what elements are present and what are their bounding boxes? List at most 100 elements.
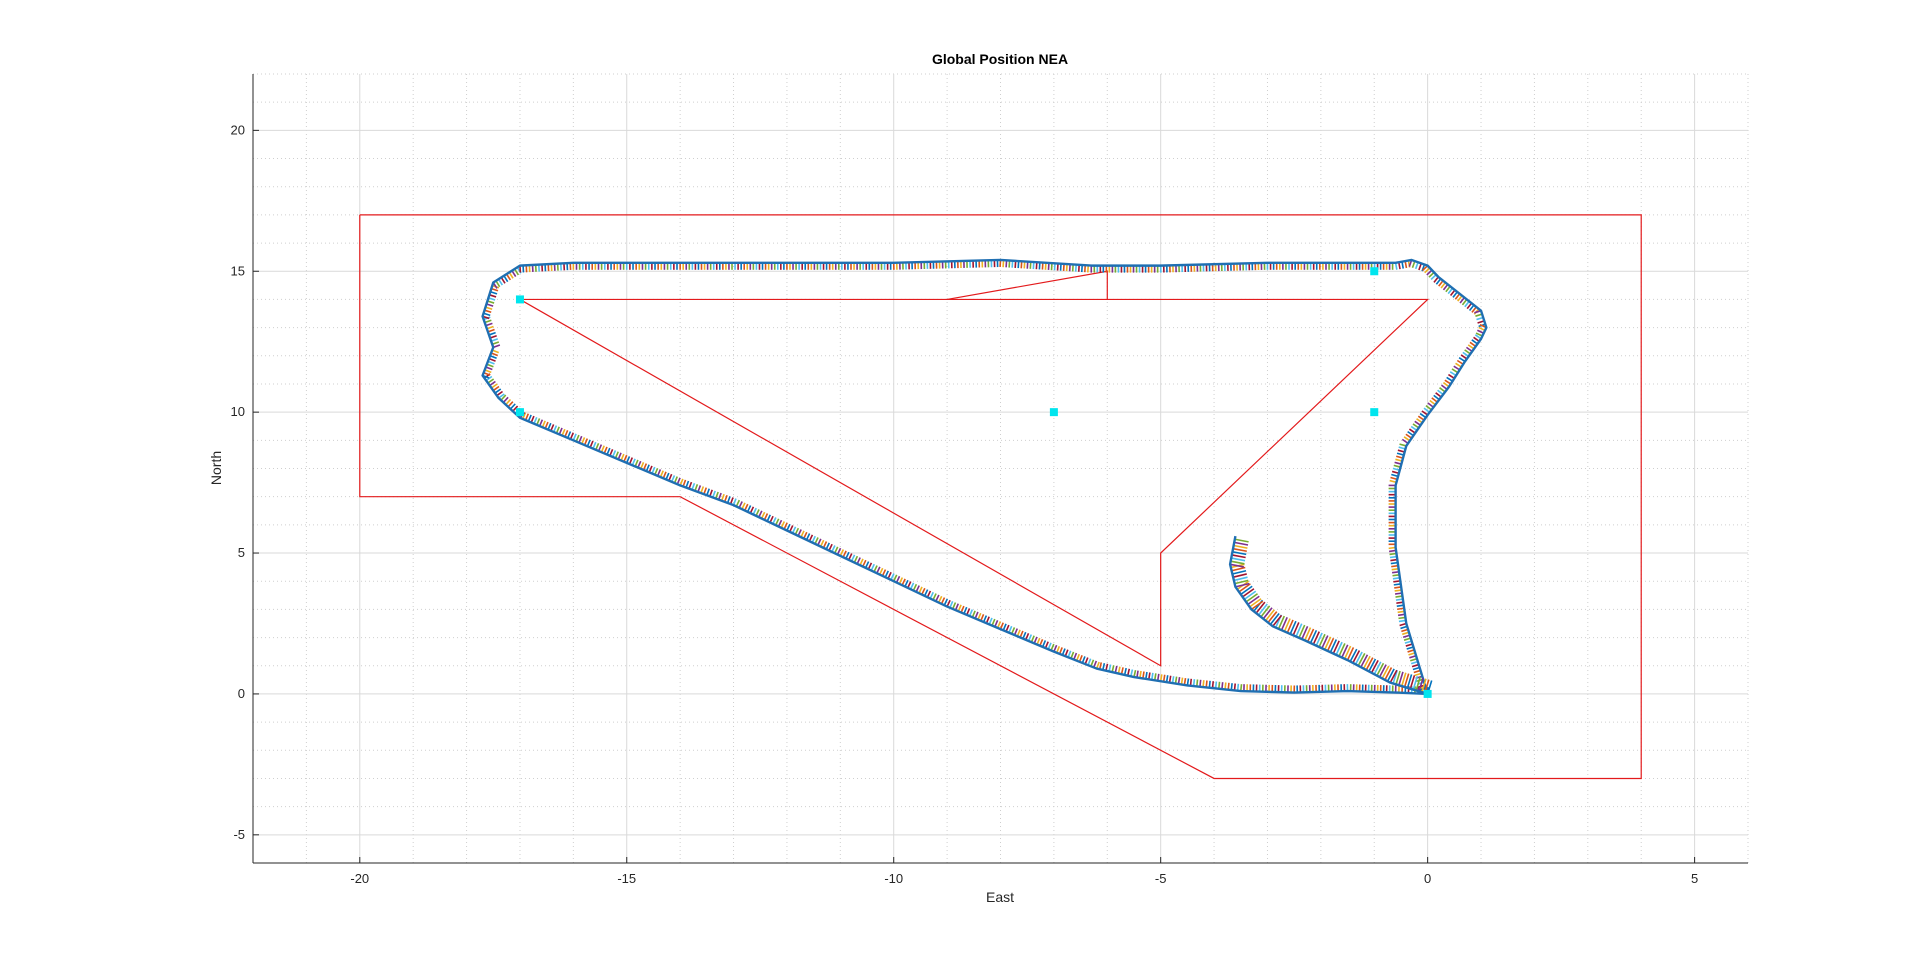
boundary-outer-line xyxy=(359,214,1642,780)
x-tick-label: -15 xyxy=(617,871,636,886)
axes-background xyxy=(253,74,1748,863)
trajectory-inner-hook-hatch xyxy=(1277,615,1285,630)
trajectory-inner-hook-hatch xyxy=(1384,667,1393,681)
y-tick-label: 5 xyxy=(238,545,245,560)
trajectory-inner-hook-hatch xyxy=(1292,622,1300,636)
trajectory-inner-hook-hatch xyxy=(1267,611,1278,624)
boundary-inner-line xyxy=(519,298,1430,667)
waypoint-marker xyxy=(1370,408,1379,417)
x-axis-label: East xyxy=(986,889,1014,905)
trajectory-inner-hook-hatch xyxy=(1329,639,1338,653)
trajectory-inner-hook-hatch xyxy=(1335,641,1343,656)
trajectory-inner-hook-hatch xyxy=(1409,675,1416,689)
trajectory-inner-hook-hatch xyxy=(1238,583,1251,593)
trajectory-inner-hook-hatch xyxy=(1231,557,1246,562)
trajectory-inner-hook-hatch xyxy=(1289,620,1297,635)
trajectory-inner-hook-hatch xyxy=(1326,637,1335,652)
trajectory-inner-hook-hatch xyxy=(1406,674,1413,689)
trajectory-inner-hook-hatch xyxy=(1312,631,1320,645)
trajectory-inner-hook-hatch xyxy=(1301,625,1309,640)
chart-title: Global Position NEA xyxy=(932,51,1068,67)
trajectory-inner-hook-hatch xyxy=(1349,648,1358,662)
trajectory-inner-hook-hatch xyxy=(1321,635,1329,649)
trajectory-inner-hook-hatch xyxy=(1318,633,1326,648)
plot-area[interactable]: -20 -15 -10 -5 0 5 -5 0 5 10 15 20 xyxy=(231,73,1749,886)
trajectory-inner-hook-hatch xyxy=(1265,609,1276,622)
trajectory-inner-hook-hatch xyxy=(1295,623,1303,637)
x-tick-label: 5 xyxy=(1691,871,1698,886)
y-tick-label: 0 xyxy=(238,686,245,701)
waypoint-marker xyxy=(1049,408,1058,417)
y-tick-label: -5 xyxy=(233,827,245,842)
trajectory-inner-hook-hatch xyxy=(1354,651,1363,665)
trajectory-inner-hook-hatch xyxy=(1357,652,1366,667)
trajectory-inner-hook-hatch xyxy=(1412,675,1419,690)
trajectory-inner-hook-hatch xyxy=(1233,576,1248,582)
trajectory-inner-hook-hatch xyxy=(1233,544,1248,549)
trajectory-inner-hook-hatch xyxy=(1324,636,1332,650)
trajectory-inner-hook-hatch xyxy=(1255,601,1266,614)
x-tick-label: -20 xyxy=(350,871,369,886)
trajectory-inner-hook-hatch xyxy=(1249,598,1262,608)
trajectory-inner-hook-hatch xyxy=(1338,643,1346,657)
trajectory-inner-hook-hatch xyxy=(1298,624,1306,639)
trajectory-inner-hook-hatch xyxy=(1341,644,1349,658)
trajectory-inner-hook-hatch xyxy=(1343,645,1352,660)
trajectory-inner-hook-hatch xyxy=(1332,640,1340,654)
y-tick-label: 10 xyxy=(231,404,245,419)
trajectory-inner-hook-hatch xyxy=(1389,669,1398,684)
trajectory-inner-hook-hatch xyxy=(1286,619,1294,634)
trajectory-inner-hook-hatch xyxy=(1360,654,1369,668)
trajectory-outer-loop-line xyxy=(481,258,1488,696)
trajectory-inner-hook-hatch xyxy=(1260,605,1271,618)
trajectory-inner-hook-hatch xyxy=(1280,617,1288,631)
trajectory-inner-hook-hatch xyxy=(1232,569,1247,575)
trajectory-inner-hook-hatch xyxy=(1272,614,1283,627)
trajectory-inner-hook-hatch xyxy=(1373,661,1382,675)
waypoint-marker xyxy=(515,408,524,417)
trajectory-inner-hook-hatch xyxy=(1247,595,1260,606)
trajectory-inner-hook-hatch xyxy=(1381,665,1390,679)
trajectory-inner-hook-hatch xyxy=(1234,579,1249,585)
trajectory-inner-hook-hatch xyxy=(1352,650,1361,664)
trajectory-inner-hook-hatch xyxy=(1250,600,1264,611)
trajectory-inner-hook-hatch xyxy=(1283,618,1291,632)
major-grid xyxy=(253,74,1748,863)
trajectory-inner-hook-hatch xyxy=(1309,629,1318,644)
trajectory-inner-hook-hatch xyxy=(1234,541,1249,546)
trajectory-inner-hook-hatch xyxy=(1418,677,1424,692)
trajectory-inner-hook-hatch xyxy=(1262,607,1273,620)
trajectory-inner-hook-hatch xyxy=(1421,678,1427,693)
trajectory-inner-hook-hatch xyxy=(1395,670,1401,685)
trajectory-inner-hook-hatch xyxy=(1231,566,1246,572)
trajectory-inner-hook-hatch xyxy=(1415,676,1421,691)
trajectory-inner-hook-hatch xyxy=(1403,673,1410,688)
waypoint-marker xyxy=(1370,267,1379,276)
x-tick-label: -10 xyxy=(884,871,903,886)
trajectory-inner-hook-hatch xyxy=(1365,657,1374,671)
trajectory-inner-hook-hatch xyxy=(1231,554,1246,559)
trajectory-inner-hook-hatch xyxy=(1240,585,1253,596)
trajectory-inner-hook-hatch xyxy=(1386,668,1395,682)
trajectory-inner-hook-hatch xyxy=(1232,573,1247,578)
waypoint-marker xyxy=(1423,689,1432,698)
trajectory-inner-hook-hatch xyxy=(1378,664,1387,678)
tick-layer: -20 -15 -10 -5 0 5 -5 0 5 10 15 20 xyxy=(231,122,1699,886)
y-tick-label: 20 xyxy=(231,122,245,137)
trajectory-inner-hook-hatch xyxy=(1398,671,1404,686)
trajectory-inner-hook-hatch xyxy=(1235,582,1250,588)
y-axis-label: North xyxy=(208,451,224,485)
trajectory-inner-hook-hatch xyxy=(1401,672,1407,687)
x-tick-label: 0 xyxy=(1424,871,1431,886)
trajectory-inner-hook-hatch xyxy=(1234,538,1249,543)
y-tick-label: 15 xyxy=(231,263,245,278)
trajectory-inner-hook-hatch xyxy=(1232,550,1247,556)
trajectory-inner-hook-hatch xyxy=(1245,593,1258,603)
trajectory-inner-hook-hatch xyxy=(1368,658,1377,672)
trajectory-inner-hook-hatch xyxy=(1243,590,1257,601)
trajectory-inner-hook-hatch xyxy=(1370,660,1379,674)
series-layer xyxy=(359,214,1642,780)
trajectory-inner-hook-hatch xyxy=(1257,603,1268,616)
trajectory-inner-hook-hatch xyxy=(1269,612,1280,625)
